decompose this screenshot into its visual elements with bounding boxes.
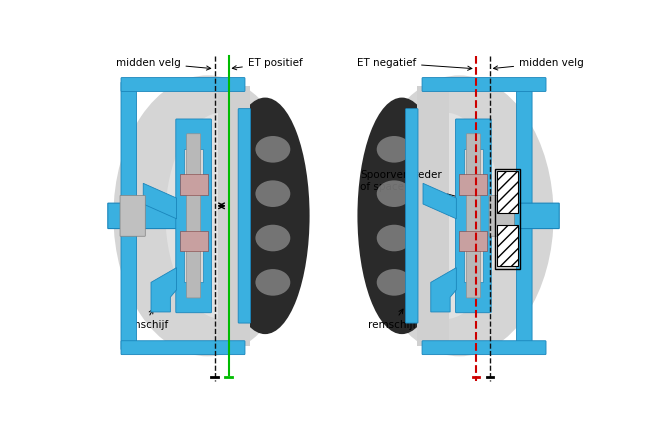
FancyBboxPatch shape (406, 108, 418, 323)
Ellipse shape (377, 225, 411, 251)
FancyBboxPatch shape (121, 341, 245, 355)
FancyBboxPatch shape (187, 134, 201, 298)
Ellipse shape (358, 98, 447, 334)
FancyBboxPatch shape (456, 119, 491, 313)
Ellipse shape (377, 136, 411, 162)
Ellipse shape (386, 112, 502, 319)
Ellipse shape (255, 225, 291, 251)
Text: ET positief: ET positief (232, 57, 303, 70)
FancyBboxPatch shape (517, 82, 532, 349)
Text: Spoorverbreder
of spacer: Spoorverbreder of spacer (360, 170, 473, 202)
FancyBboxPatch shape (422, 341, 546, 355)
FancyBboxPatch shape (121, 82, 136, 349)
FancyBboxPatch shape (422, 78, 546, 92)
Polygon shape (431, 267, 456, 312)
FancyBboxPatch shape (460, 175, 488, 195)
Ellipse shape (365, 76, 554, 356)
FancyBboxPatch shape (497, 225, 518, 266)
FancyBboxPatch shape (464, 250, 483, 283)
FancyBboxPatch shape (477, 203, 559, 229)
Text: remschijf: remschijf (368, 309, 416, 330)
FancyBboxPatch shape (179, 175, 207, 195)
FancyBboxPatch shape (185, 250, 203, 283)
Ellipse shape (255, 181, 291, 207)
FancyBboxPatch shape (417, 86, 449, 346)
Ellipse shape (113, 76, 302, 356)
FancyBboxPatch shape (218, 86, 250, 346)
Text: midden velg: midden velg (116, 57, 211, 70)
FancyBboxPatch shape (120, 195, 145, 236)
Ellipse shape (166, 112, 281, 319)
Ellipse shape (255, 136, 291, 162)
Polygon shape (143, 183, 177, 219)
FancyBboxPatch shape (179, 231, 207, 251)
FancyBboxPatch shape (497, 172, 518, 213)
FancyBboxPatch shape (176, 119, 211, 313)
FancyBboxPatch shape (185, 149, 203, 182)
FancyBboxPatch shape (238, 108, 251, 323)
FancyBboxPatch shape (121, 78, 245, 92)
Text: midden velg: midden velg (493, 57, 584, 70)
Polygon shape (151, 267, 177, 312)
FancyBboxPatch shape (464, 149, 483, 182)
Ellipse shape (220, 98, 309, 334)
Text: remschijf: remschijf (120, 309, 168, 330)
Text: ET negatief: ET negatief (357, 57, 472, 70)
Ellipse shape (255, 269, 291, 295)
Ellipse shape (377, 269, 411, 295)
FancyBboxPatch shape (467, 134, 480, 298)
FancyBboxPatch shape (489, 195, 514, 236)
FancyBboxPatch shape (460, 231, 488, 251)
Ellipse shape (377, 181, 411, 207)
Polygon shape (423, 183, 456, 219)
FancyBboxPatch shape (108, 203, 190, 229)
